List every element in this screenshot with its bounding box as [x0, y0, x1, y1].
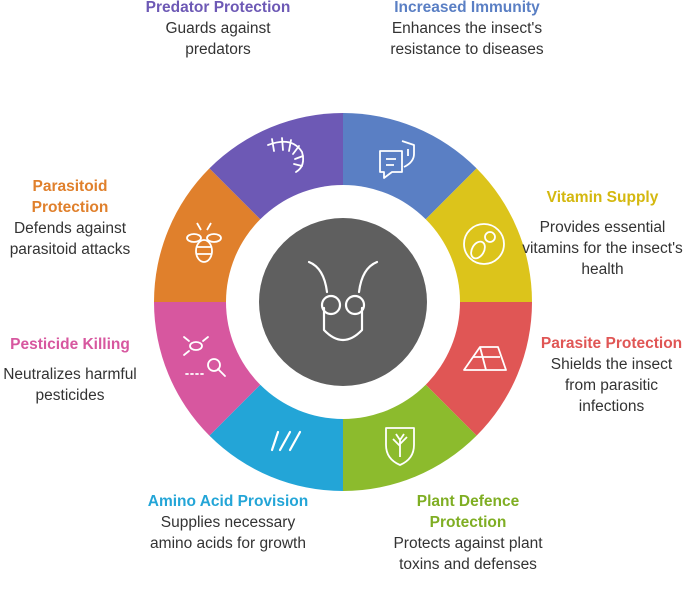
parasitoid-description: Defends against parasitoid attacks — [9, 220, 131, 258]
label-pesticide: Pesticide Killing Neutralizes harmful pe… — [0, 334, 140, 406]
amino-description: Supplies necessary amino acids for growt… — [150, 514, 306, 552]
predator-title: Predator Protection — [145, 0, 291, 16]
label-parasite: Parasite Protection Shields the insect f… — [538, 333, 685, 417]
predator-description: Guards against predators — [165, 20, 271, 58]
plant-shield-icon — [385, 427, 415, 466]
label-plant: Plant Defence Protection Protects agains… — [383, 491, 553, 575]
centipede-icon — [267, 137, 305, 173]
shield-chat-icon — [379, 140, 415, 179]
label-predator: Predator Protection Guards against preda… — [133, 0, 303, 60]
amino-icon — [270, 430, 302, 452]
amino-title: Amino Acid Provision — [147, 493, 309, 510]
pesticide-description: Neutralizes harmful pesticides — [3, 366, 137, 404]
vitamin-description: Provides essential vitamins for the inse… — [522, 219, 683, 278]
pesticide-title: Pesticide Killing — [10, 336, 130, 353]
bee-icon — [186, 222, 222, 263]
insect-head-icon — [307, 260, 379, 342]
parasite-description: Shields the insect from parasitic infect… — [550, 356, 673, 415]
plant-description: Protects against plant toxins and defens… — [393, 535, 543, 573]
vitamin-title: Vitamin Supply — [546, 189, 659, 206]
bug-search-icon — [183, 336, 226, 377]
label-vitamin: Vitamin Supply Provides essential vitami… — [520, 187, 685, 280]
label-parasitoid: Parasitoid Protection Defends against pa… — [0, 176, 140, 260]
vitamin-icon — [463, 223, 505, 265]
parasitoid-title: Parasitoid Protection — [31, 178, 109, 216]
immunity-description: Enhances the insect's resistance to dise… — [390, 20, 544, 58]
label-immunity: Increased Immunity Enhances the insect's… — [382, 0, 552, 60]
label-amino: Amino Acid Provision Supplies necessary … — [143, 491, 313, 554]
center-hub — [259, 218, 427, 386]
tent-icon — [463, 346, 507, 371]
immunity-title: Increased Immunity — [394, 0, 540, 16]
parasite-title: Parasite Protection — [540, 335, 683, 352]
plant-title: Plant Defence Protection — [416, 493, 520, 531]
